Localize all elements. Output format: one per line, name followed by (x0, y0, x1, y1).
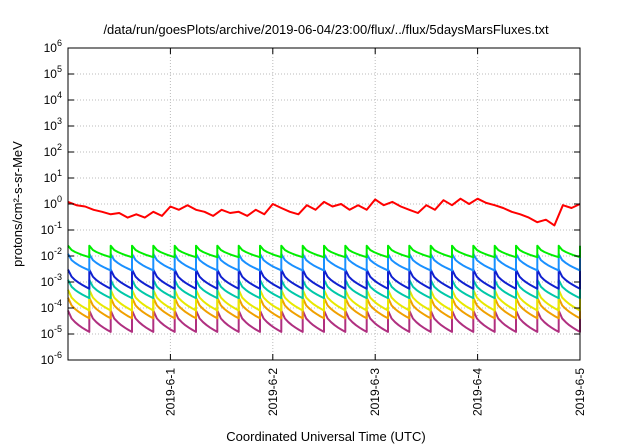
y-axis-ticks: 10-6 10-5 10-4 10-3 10-2 10-1 100 101 102 103 104 1… (41, 38, 580, 367)
y-tick-label: 10-5 (41, 324, 62, 341)
y-tick-label: 105 (44, 64, 62, 81)
x-tick-label: 2019-6-2 (266, 368, 280, 416)
x-tick-label: 2019-6-5 (573, 368, 587, 416)
sawtooth-series-line (67, 268, 581, 290)
y-tick-label: 10-2 (41, 246, 62, 263)
x-tick-label: 2019-6-3 (368, 368, 382, 416)
series-group (67, 197, 581, 333)
x-tick-label: 2019-6-4 (471, 368, 485, 416)
y-tick-label: 104 (44, 90, 62, 107)
y-tick-label: 102 (44, 142, 62, 159)
x-tick-label: 2019-6-1 (163, 368, 177, 416)
y-tick-label: 106 (44, 38, 62, 55)
y-tick-label: 101 (44, 168, 62, 185)
x-axis-label: Coordinated Universal Time (UTC) (226, 429, 425, 444)
chart-title: /data/run/goesPlots/archive/2019-06-04/2… (103, 22, 549, 37)
red-series-line (67, 197, 581, 227)
sawtooth-series-line (67, 244, 581, 259)
y-tick-label: 10-3 (41, 272, 62, 289)
y-tick-label: 10-4 (41, 298, 62, 315)
y-tick-label: 10-6 (41, 350, 62, 367)
x-axis-ticks: 2019-6-1 2019-6-2 2019-6-3 2019-6-4 2019-6-5 (163, 48, 587, 416)
y-axis-label: protons/cm²-s-sr-MeV (10, 141, 25, 267)
y-tick-label: 10-1 (41, 220, 62, 237)
y-tick-label: 103 (44, 116, 62, 133)
y-tick-label: 100 (44, 194, 62, 211)
